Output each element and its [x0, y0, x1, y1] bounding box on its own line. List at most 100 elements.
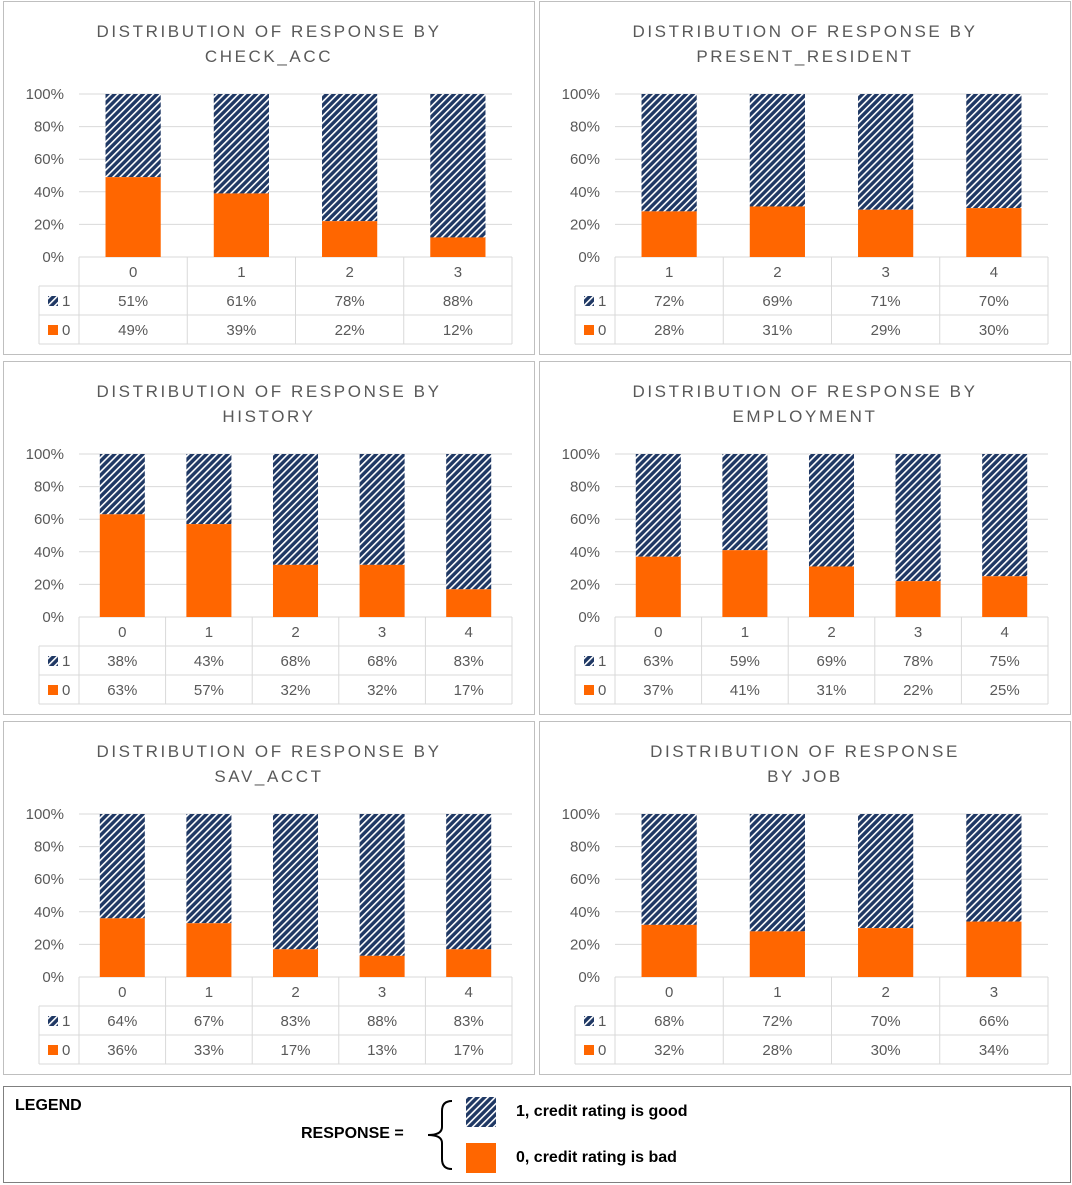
x-category-label: 3 [454, 264, 462, 281]
y-tick-label: 60% [34, 151, 64, 168]
data-label: 71% [871, 293, 901, 310]
y-tick-label: 0% [578, 609, 600, 626]
y-tick-label: 100% [562, 806, 600, 823]
legend-swatch-good [466, 1097, 496, 1127]
y-tick-label: 60% [570, 511, 600, 528]
y-tick-label: 20% [34, 216, 64, 233]
bar-good [213, 94, 269, 194]
bar-bad [99, 514, 145, 617]
bar-good [966, 94, 1022, 209]
y-tick-label: 100% [26, 806, 64, 823]
data-label: 88% [443, 293, 473, 310]
series-key-label: 1 [598, 653, 606, 670]
x-category-label: 0 [118, 984, 126, 1001]
bar-good [749, 814, 805, 932]
chart-title: DISTRIBUTION OF RESPONSE BY PRESENT_RESI… [540, 19, 1070, 69]
y-tick-label: 80% [34, 119, 64, 136]
bar-bad [105, 177, 161, 257]
data-label: 31% [816, 682, 846, 699]
bar-bad [446, 589, 492, 617]
data-label: 34% [979, 1042, 1009, 1059]
data-label: 41% [730, 682, 760, 699]
chart-title-line-1: DISTRIBUTION OF RESPONSE BY [96, 742, 442, 761]
chart-panel-job: DISTRIBUTION OF RESPONSE BY JOB 0% 20% 40%… [539, 721, 1071, 1075]
legend-label-bad: 0, credit rating is bad [516, 1149, 677, 1166]
data-label: 25% [990, 682, 1020, 699]
y-tick-label: 80% [570, 839, 600, 856]
bar-good [99, 454, 145, 515]
legend-swatch-bad [466, 1143, 496, 1173]
data-label: 75% [990, 653, 1020, 670]
series-key-swatch [48, 685, 58, 695]
chart-plot: 0% 20% 40% 60% 80% 100% 0 1 2 3 1 68% 72% 70% 66% 0 32% 2… [562, 806, 1049, 1065]
bar-bad [635, 556, 681, 617]
data-label: 78% [335, 293, 365, 310]
data-label: 38% [107, 653, 137, 670]
bar-good [359, 814, 405, 956]
data-label: 29% [871, 322, 901, 339]
data-label: 22% [335, 322, 365, 339]
brace-icon [427, 1100, 453, 1170]
chart-title-line-2: EMPLOYMENT [732, 407, 878, 426]
chart-title-line-1: DISTRIBUTION OF RESPONSE BY [96, 382, 442, 401]
bar-bad [186, 524, 232, 617]
data-label: 17% [280, 1042, 310, 1059]
series-key-swatch [584, 656, 594, 666]
data-label: 70% [979, 293, 1009, 310]
x-category-label: 3 [990, 984, 998, 1001]
y-tick-label: 40% [570, 184, 600, 201]
bar-good [808, 454, 855, 567]
y-tick-label: 40% [34, 544, 64, 561]
bar-good [966, 814, 1022, 922]
chart-panel-present-resident: DISTRIBUTION OF RESPONSE BY PRESENT_RESI… [539, 1, 1071, 355]
bar-good [858, 94, 914, 210]
series-key-swatch [584, 1045, 594, 1055]
chart-title: DISTRIBUTION OF RESPONSE BY EMPLOYMENT [540, 379, 1070, 429]
x-category-label: 3 [914, 624, 922, 641]
data-label: 12% [443, 322, 473, 339]
x-category-label: 4 [465, 624, 473, 641]
bar-good [895, 454, 941, 582]
bar-bad [858, 209, 914, 257]
data-label: 68% [280, 653, 310, 670]
y-tick-label: 20% [34, 936, 64, 953]
bar-good [446, 454, 492, 590]
series-key-label: 0 [62, 1042, 70, 1059]
series-key-label: 1 [598, 293, 606, 310]
data-label: 67% [194, 1013, 224, 1030]
series-key-label: 0 [598, 682, 606, 699]
chart-title: DISTRIBUTION OF RESPONSE BY CHECK_ACC [4, 19, 534, 69]
chart-panel-employment: DISTRIBUTION OF RESPONSE BY EMPLOYMENT 0… [539, 361, 1071, 715]
bar-bad [213, 193, 269, 257]
bar-good [186, 454, 232, 525]
chart-plot: 0% 20% 40% 60% 80% 100% 0 1 2 3 4 1 38% 43% 68% 68% 83% 0… [26, 446, 513, 705]
series-key-swatch [584, 296, 594, 306]
y-tick-label: 60% [570, 151, 600, 168]
x-category-label: 4 [990, 264, 998, 281]
bar-good [982, 454, 1028, 577]
bar-good [749, 94, 805, 207]
bar-bad [359, 564, 405, 617]
y-tick-label: 80% [34, 839, 64, 856]
chart-panel-history: DISTRIBUTION OF RESPONSE BY HISTORY 0% 20… [3, 361, 535, 715]
bar-good [641, 814, 697, 925]
series-key-label: 0 [598, 322, 606, 339]
x-category-label: 1 [741, 624, 749, 641]
data-label: 36% [107, 1042, 137, 1059]
data-label: 63% [643, 653, 673, 670]
data-label: 43% [194, 653, 224, 670]
y-tick-label: 20% [570, 216, 600, 233]
x-category-label: 1 [773, 984, 781, 1001]
bar-good [430, 94, 486, 238]
data-label: 61% [226, 293, 256, 310]
y-tick-label: 20% [34, 576, 64, 593]
data-label: 83% [454, 653, 484, 670]
data-label: 78% [903, 653, 933, 670]
data-label: 31% [762, 322, 792, 339]
bar-bad [446, 949, 492, 977]
bar-good [272, 454, 319, 565]
y-tick-label: 80% [570, 479, 600, 496]
x-category-label: 2 [881, 984, 889, 1001]
bar-bad [895, 581, 941, 617]
data-label: 33% [194, 1042, 224, 1059]
